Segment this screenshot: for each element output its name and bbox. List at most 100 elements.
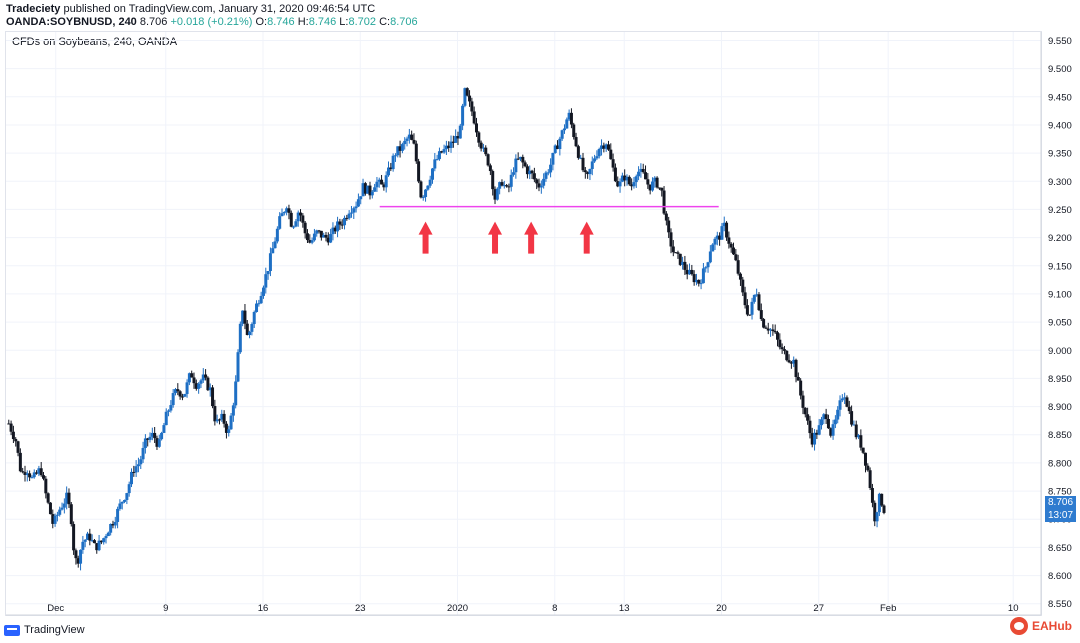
- candle-up: [597, 148, 601, 157]
- y-tick-label: 8.850: [1048, 430, 1072, 441]
- candle-up: [836, 409, 840, 420]
- candle-down: [882, 505, 886, 513]
- last-price: 8.706: [139, 16, 168, 28]
- candle-up: [366, 185, 370, 194]
- candle-down: [472, 111, 476, 124]
- candle-down: [556, 145, 560, 150]
- candle-up: [387, 167, 391, 176]
- candle-up: [454, 135, 458, 143]
- candle-up: [819, 419, 823, 426]
- candle-up: [315, 230, 319, 234]
- candle-up: [125, 493, 129, 501]
- eahub-icon: [1010, 617, 1028, 635]
- candle-down: [180, 396, 184, 398]
- candle-up: [79, 549, 83, 564]
- y-tick-label: 9.100: [1048, 289, 1072, 300]
- candle-down: [690, 269, 694, 275]
- candle-up: [481, 147, 485, 149]
- candle-down: [734, 254, 738, 261]
- last-price-tag: 8.706: [1045, 496, 1077, 509]
- candle-down: [606, 144, 610, 150]
- candle-up: [370, 191, 374, 196]
- candle-down: [850, 411, 854, 425]
- candle-up: [377, 179, 381, 182]
- candle-down: [586, 172, 590, 175]
- candle-down: [602, 145, 606, 149]
- candle-down: [667, 220, 671, 233]
- candle-down: [780, 347, 784, 350]
- candle-up: [250, 324, 254, 332]
- candle-down: [583, 170, 587, 173]
- x-tick-label: 8: [552, 603, 557, 614]
- candle-up: [229, 415, 233, 430]
- candle-down: [521, 156, 525, 163]
- candle-down: [340, 224, 344, 226]
- candle-up: [875, 512, 879, 522]
- y-tick-label: 9.050: [1048, 318, 1072, 329]
- candle-down: [7, 423, 11, 425]
- candle-down: [866, 465, 870, 471]
- candle-up: [238, 323, 242, 353]
- candle-up: [551, 152, 555, 165]
- candle-down: [146, 438, 150, 440]
- candle-up: [90, 540, 94, 542]
- candle-up: [347, 213, 351, 219]
- candle-up: [162, 425, 166, 433]
- candle-down: [72, 524, 76, 551]
- candle-down: [859, 435, 863, 448]
- candle-up: [241, 310, 245, 324]
- candle-up: [65, 492, 69, 504]
- candle-up: [264, 274, 268, 288]
- candle-up: [539, 185, 543, 188]
- candle-up: [502, 185, 506, 187]
- candle-up: [359, 196, 363, 200]
- candle-up: [822, 414, 826, 420]
- candle-up: [632, 182, 636, 187]
- candle-up: [167, 410, 171, 412]
- candle-up: [259, 295, 263, 304]
- candle-down: [516, 158, 520, 160]
- candle-down: [685, 269, 689, 275]
- up-arrow-head: [488, 221, 503, 235]
- eahub-watermark: EAHub: [1010, 617, 1072, 635]
- up-arrow-head: [579, 221, 594, 235]
- candle-up: [618, 181, 622, 187]
- y-tick-label: 9.500: [1048, 64, 1072, 75]
- tradingview-logo[interactable]: TradingView: [4, 624, 85, 636]
- candle-down: [810, 433, 814, 445]
- candle-down: [815, 432, 819, 435]
- candle-up: [292, 226, 296, 228]
- candle-down: [762, 319, 766, 328]
- symbol-label: OANDA:SOYBNUSD, 240: [6, 16, 137, 28]
- candle-up: [141, 447, 145, 460]
- candle-up: [590, 161, 594, 169]
- candle-down: [28, 473, 32, 478]
- candle-down: [732, 247, 736, 255]
- publish-line: Tradeciety published on TradingView.com,…: [6, 3, 375, 15]
- candle-up: [127, 484, 131, 494]
- candle-down: [287, 208, 291, 213]
- candle-up: [579, 157, 583, 159]
- candle-down: [778, 339, 782, 348]
- candle-up: [37, 468, 41, 474]
- candle-up: [215, 419, 219, 422]
- candle-up: [625, 176, 629, 181]
- candle-up: [375, 181, 379, 188]
- candle-down: [657, 187, 661, 189]
- candle-down: [655, 177, 659, 188]
- candle-up: [817, 425, 821, 435]
- candle-up: [60, 507, 64, 510]
- close-label: C:: [379, 16, 391, 28]
- candle-up: [120, 501, 124, 504]
- candle-up: [329, 234, 333, 243]
- candle-up: [30, 477, 34, 479]
- candle-down: [870, 488, 874, 503]
- candle-down: [500, 182, 504, 186]
- tradingview-label: TradingView: [24, 624, 85, 636]
- candle-down: [245, 323, 249, 336]
- candle-down: [213, 406, 217, 422]
- candle-up: [268, 253, 272, 272]
- candle-up: [458, 125, 462, 139]
- candle-up: [310, 240, 314, 243]
